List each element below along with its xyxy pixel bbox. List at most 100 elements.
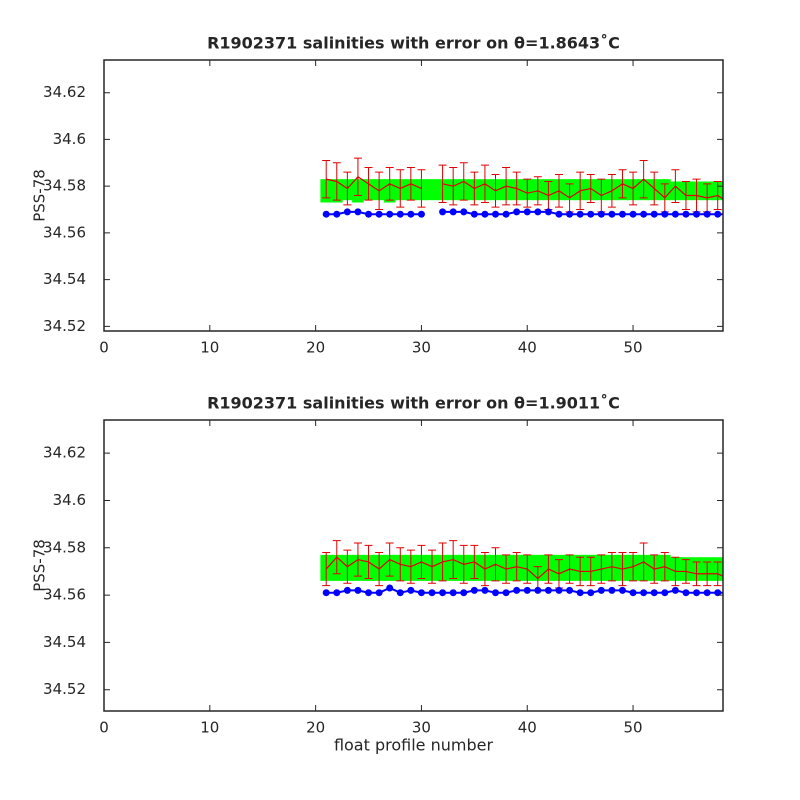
float-point bbox=[396, 210, 404, 218]
x-tick-label: 50 bbox=[624, 339, 643, 357]
error-bar bbox=[586, 556, 595, 587]
error-bar bbox=[681, 180, 690, 211]
float-point bbox=[322, 589, 330, 597]
float-point bbox=[449, 208, 457, 216]
float-point bbox=[333, 210, 341, 218]
error-bar bbox=[629, 171, 638, 206]
error-bar bbox=[618, 169, 627, 199]
error-bar bbox=[703, 561, 712, 587]
error-bar bbox=[417, 544, 426, 580]
y-tick-label: 34.6 bbox=[53, 130, 86, 148]
x-tick-label: 30 bbox=[412, 719, 431, 737]
error-bar bbox=[364, 166, 373, 201]
y-tick-label: 34.58 bbox=[43, 177, 86, 195]
error-bar bbox=[544, 554, 553, 584]
error-bar bbox=[491, 547, 500, 582]
float-point bbox=[407, 210, 415, 218]
float-point bbox=[502, 589, 510, 597]
error-bar bbox=[406, 549, 415, 584]
error-bar bbox=[565, 554, 574, 584]
float-point bbox=[492, 210, 500, 218]
error-bar bbox=[417, 169, 426, 208]
float-line bbox=[326, 210, 723, 216]
x-tick-label: 20 bbox=[306, 719, 325, 737]
float-point bbox=[714, 210, 722, 218]
error-bar bbox=[353, 157, 362, 196]
error-bar bbox=[353, 542, 362, 577]
float-point bbox=[597, 586, 605, 594]
error-bar bbox=[364, 544, 373, 580]
float-point bbox=[671, 586, 679, 594]
float-point bbox=[439, 208, 447, 216]
error-bar bbox=[618, 551, 627, 587]
float-point bbox=[682, 210, 690, 218]
float-point bbox=[682, 589, 690, 597]
float-point bbox=[661, 210, 669, 218]
float-point bbox=[513, 586, 521, 594]
error-bar bbox=[586, 173, 595, 204]
error-bar bbox=[523, 554, 532, 584]
error-bar bbox=[724, 191, 732, 214]
error-bar bbox=[385, 542, 394, 577]
float-point bbox=[407, 586, 415, 594]
chart-title: R1902371 salinities with error on θ=1.86… bbox=[207, 34, 620, 53]
float-point bbox=[661, 589, 669, 597]
float-point bbox=[725, 211, 732, 218]
error-bar bbox=[428, 549, 437, 584]
error-bar bbox=[554, 173, 563, 208]
float-point bbox=[502, 210, 510, 218]
float-point bbox=[365, 589, 373, 597]
float-point bbox=[375, 210, 383, 218]
error-bar bbox=[512, 171, 521, 206]
float-point bbox=[566, 210, 574, 218]
float-point bbox=[481, 586, 489, 594]
float-point bbox=[703, 589, 711, 597]
float-point bbox=[428, 589, 436, 597]
float-point bbox=[714, 589, 722, 597]
x-tick-label: 0 bbox=[99, 719, 109, 737]
error-bar bbox=[322, 551, 331, 587]
float-point bbox=[608, 586, 616, 594]
error-bar bbox=[491, 173, 500, 208]
float-point bbox=[470, 210, 478, 218]
error-bar bbox=[332, 540, 341, 575]
float-point bbox=[460, 589, 468, 597]
float-point bbox=[460, 208, 468, 216]
error-bar bbox=[343, 549, 352, 584]
error-bar bbox=[470, 544, 479, 580]
float-point bbox=[544, 208, 552, 216]
y-tick-label: 34.52 bbox=[43, 317, 86, 335]
float-point bbox=[544, 586, 552, 594]
error-bar bbox=[502, 166, 511, 206]
error-band bbox=[722, 557, 723, 581]
x-axis-label: float profile number bbox=[334, 736, 494, 755]
panel: 34.52 34.54 34.56 34.58 34.6 34.62 0 10 20 30 40 50… bbox=[31, 34, 732, 357]
float-point bbox=[693, 210, 701, 218]
float-point bbox=[386, 210, 394, 218]
error-bar bbox=[449, 540, 458, 580]
error-bar bbox=[322, 159, 331, 199]
error-bar bbox=[438, 164, 447, 204]
y-tick-label: 34.54 bbox=[43, 270, 86, 288]
float-point bbox=[576, 589, 584, 597]
error-bar bbox=[597, 554, 606, 584]
x-tick-label: 20 bbox=[306, 339, 325, 357]
error-bar bbox=[671, 169, 680, 204]
chart-title: R1902371 salinities with error on θ=1.90… bbox=[207, 394, 620, 413]
error-bar bbox=[576, 556, 585, 587]
mapped-line bbox=[326, 176, 723, 200]
error-bar bbox=[671, 556, 680, 587]
float-point bbox=[555, 210, 563, 218]
float-point bbox=[513, 208, 521, 216]
y-tick-label: 34.62 bbox=[43, 444, 86, 462]
float-point bbox=[587, 589, 595, 597]
float-point bbox=[587, 210, 595, 218]
error-bar bbox=[343, 171, 352, 206]
error-bar bbox=[459, 544, 468, 584]
y-tick-label: 34.56 bbox=[43, 223, 86, 241]
float-point bbox=[523, 208, 531, 216]
error-bar bbox=[607, 173, 616, 208]
error-bar bbox=[650, 171, 659, 206]
